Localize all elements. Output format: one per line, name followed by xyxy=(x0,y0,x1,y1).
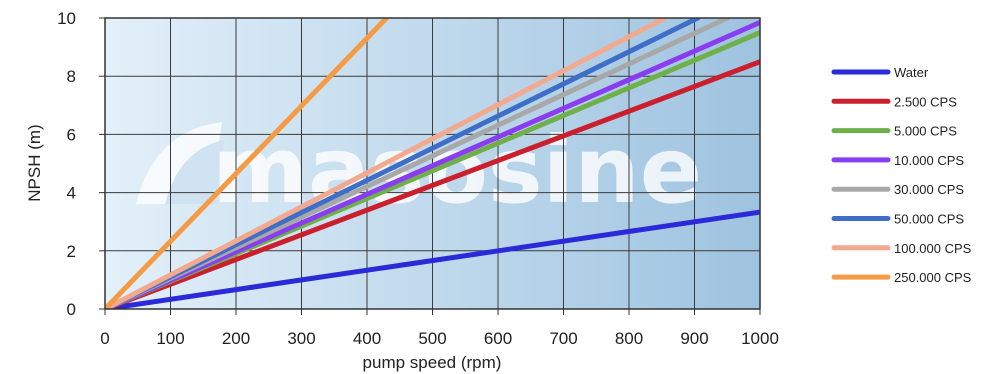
legend-label-5: 50.000 CPS xyxy=(894,212,964,227)
x-tick-label: 100 xyxy=(156,329,184,348)
legend-label-0: Water xyxy=(894,65,929,80)
x-axis-label: pump speed (rpm) xyxy=(363,353,502,372)
x-axis-ticks: 0 100 200 300 400 500 600 700 800 900 1000 xyxy=(100,309,779,348)
series-line-0 xyxy=(105,209,760,309)
x-tick-label: 900 xyxy=(680,329,708,348)
y-tick-label: 6 xyxy=(67,125,76,144)
legend-label-1: 2.500 CPS xyxy=(894,94,957,109)
x-tick-label: 0 xyxy=(100,329,109,348)
legend-label-7: 250.000 CPS xyxy=(894,270,972,285)
y-tick-label: 8 xyxy=(67,67,76,86)
series-layer xyxy=(105,18,760,309)
x-tick-label: 600 xyxy=(484,329,512,348)
legend: Water 2.500 CPS 5.000 CPS 10.000 CPS 30.000 … xyxy=(831,65,972,285)
x-tick-label: 400 xyxy=(353,329,381,348)
y-tick-label: 2 xyxy=(67,242,76,261)
y-tick-label: 4 xyxy=(67,184,76,203)
series-line-7 xyxy=(105,18,390,309)
x-tick-label: 700 xyxy=(549,329,577,348)
y-axis-label: NPSH (m) xyxy=(25,124,44,201)
x-tick-label: 200 xyxy=(222,329,250,348)
legend-label-6: 100.000 CPS xyxy=(894,241,972,256)
legend-label-3: 10.000 CPS xyxy=(894,153,964,168)
series-line-5 xyxy=(105,18,701,309)
y-tick-label: 0 xyxy=(67,300,76,319)
series-line-6 xyxy=(105,18,668,309)
x-tick-label: 1000 xyxy=(741,329,779,348)
legend-label-2: 5.000 CPS xyxy=(894,124,957,139)
y-axis-ticks: 0 2 4 6 8 10 xyxy=(57,9,105,319)
x-tick-label: 300 xyxy=(287,329,315,348)
legend-label-4: 30.000 CPS xyxy=(894,182,964,197)
series-line-3 xyxy=(105,19,760,309)
x-tick-label: 500 xyxy=(418,329,446,348)
x-tick-label: 800 xyxy=(615,329,643,348)
y-tick-label: 10 xyxy=(57,9,76,28)
watermark-emblem xyxy=(136,122,224,204)
series-line-1 xyxy=(105,59,760,309)
